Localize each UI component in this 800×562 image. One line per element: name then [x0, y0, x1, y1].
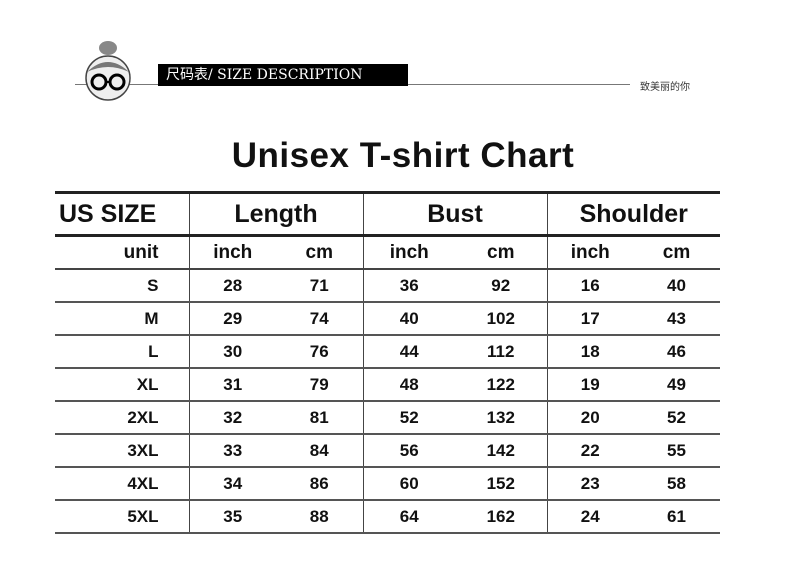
value-cell: 60: [362, 467, 455, 501]
value-cell: 35: [188, 500, 276, 534]
size-cell: L: [55, 335, 189, 369]
value-cell: 48: [362, 368, 455, 402]
value-cell: 122: [455, 368, 547, 402]
value-cell: 20: [546, 401, 633, 435]
value-cell: 88: [276, 500, 363, 534]
value-cell: 17: [546, 302, 633, 336]
size-cell: M: [55, 302, 189, 336]
unit-cell: cm: [455, 235, 547, 270]
column-header-size: US SIZE: [55, 191, 189, 237]
slogan: 致美丽的你: [640, 82, 690, 93]
value-cell: 58: [633, 467, 720, 501]
value-cell: 24: [546, 500, 633, 534]
size-cell: 2XL: [55, 401, 189, 435]
value-cell: 86: [276, 467, 363, 501]
header-row: US SIZE Length Bust Shoulder: [55, 191, 720, 237]
value-cell: 18: [546, 335, 633, 369]
column-header-shoulder: Shoulder: [546, 191, 720, 237]
value-cell: 16: [546, 269, 633, 303]
unit-row: unit inch cm inch cm inch cm: [55, 235, 720, 270]
value-cell: 43: [633, 302, 720, 336]
size-cell: S: [55, 269, 189, 303]
value-cell: 132: [455, 401, 547, 435]
value-cell: 55: [633, 434, 720, 468]
value-cell: 40: [362, 302, 455, 336]
value-cell: 23: [546, 467, 633, 501]
column-header-bust: Bust: [362, 191, 547, 237]
value-cell: 102: [455, 302, 547, 336]
value-cell: 76: [276, 335, 363, 369]
table-row: 5XL 35 88 64 162 24 61: [55, 500, 720, 534]
value-cell: 34: [188, 467, 276, 501]
unit-cell: cm: [276, 235, 363, 270]
column-header-length: Length: [188, 191, 363, 237]
table-row: 4XL 34 86 60 152 23 58: [55, 467, 720, 501]
value-cell: 32: [188, 401, 276, 435]
value-cell: 112: [455, 335, 547, 369]
size-cell: 3XL: [55, 434, 189, 468]
value-cell: 19: [546, 368, 633, 402]
table-row: L 30 76 44 112 18 46: [55, 335, 720, 369]
value-cell: 31: [188, 368, 276, 402]
size-cell: XL: [55, 368, 189, 402]
table-row: M 29 74 40 102 17 43: [55, 302, 720, 336]
value-cell: 33: [188, 434, 276, 468]
value-cell: 52: [633, 401, 720, 435]
value-cell: 92: [455, 269, 547, 303]
unit-label: unit: [55, 235, 189, 270]
unit-cell: cm: [633, 235, 720, 270]
value-cell: 61: [633, 500, 720, 534]
value-cell: 56: [362, 434, 455, 468]
value-cell: 36: [362, 269, 455, 303]
table-row: S 28 71 36 92 16 40: [55, 269, 720, 303]
size-cell: 5XL: [55, 500, 189, 534]
table-row: XL 31 79 48 122 19 49: [55, 368, 720, 402]
value-cell: 71: [276, 269, 363, 303]
mascot-girl-icon: [85, 41, 131, 101]
value-cell: 49: [633, 368, 720, 402]
value-cell: 22: [546, 434, 633, 468]
value-cell: 84: [276, 434, 363, 468]
value-cell: 162: [455, 500, 547, 534]
unit-cell: inch: [188, 235, 276, 270]
value-cell: 152: [455, 467, 547, 501]
table-row: 3XL 33 84 56 142 22 55: [55, 434, 720, 468]
value-cell: 44: [362, 335, 455, 369]
table-row: 2XL 32 81 52 132 20 52: [55, 401, 720, 435]
value-cell: 74: [276, 302, 363, 336]
value-cell: 29: [188, 302, 276, 336]
value-cell: 81: [276, 401, 363, 435]
unit-cell: inch: [362, 235, 455, 270]
size-description-banner: 尺码表/ SIZE DESCRIPTION: [158, 64, 408, 86]
unit-cell: inch: [546, 235, 633, 270]
chart-title: Unisex T-shirt Chart: [231, 136, 575, 175]
value-cell: 30: [188, 335, 276, 369]
value-cell: 52: [362, 401, 455, 435]
size-cell: 4XL: [55, 467, 189, 501]
value-cell: 79: [276, 368, 363, 402]
value-cell: 28: [188, 269, 276, 303]
size-table: US SIZE Length Bust Shoulder unit inch c…: [55, 191, 720, 534]
value-cell: 40: [633, 269, 720, 303]
value-cell: 142: [455, 434, 547, 468]
value-cell: 46: [633, 335, 720, 369]
value-cell: 64: [362, 500, 455, 534]
